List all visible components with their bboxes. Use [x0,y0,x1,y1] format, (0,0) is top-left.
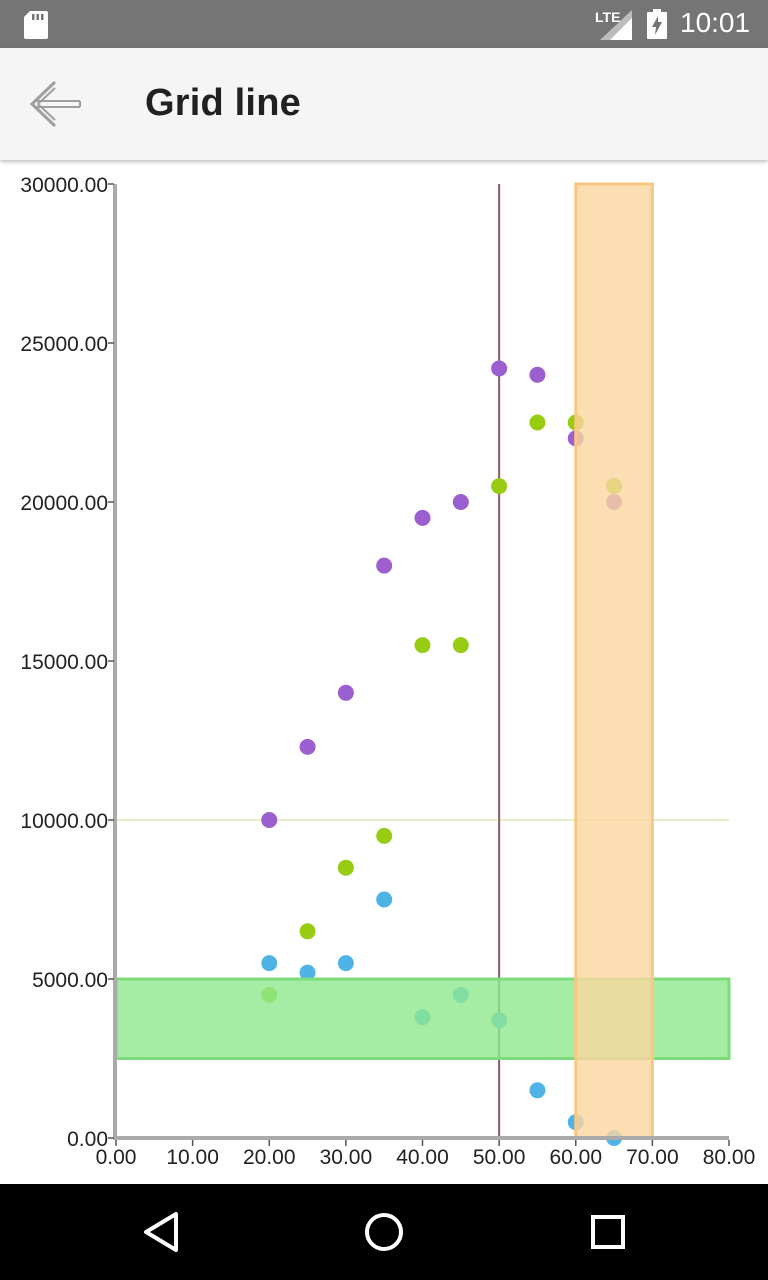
x-tick-label: 80.00 [703,1146,756,1169]
data-point-series-1-5 [452,637,469,654]
x-tick-label: 10.00 [166,1146,219,1169]
x-tick-label: 70.00 [626,1146,679,1169]
chart-container: 0.00 5000.00 10000.00 15000.00 20000.00 25000… [0,160,768,1184]
x-tick-label: 30.00 [320,1146,373,1169]
y-tick-label: 20000.00 [20,492,108,515]
data-point-series-1-6 [491,478,508,495]
recents-square-icon[interactable] [580,1204,636,1260]
network-type-label: LTE [595,9,621,25]
arrow-back-icon[interactable] [22,72,88,136]
battery-charging-icon [647,9,667,39]
x-tick-label: 20.00 [243,1146,296,1169]
x-tick-label: 0.00 [96,1146,137,1169]
navigation-bar [0,1184,768,1280]
status-bar: LTE 10:01 [0,0,768,48]
vertical-band [574,182,654,1140]
x-tick-label: 40.00 [396,1146,449,1169]
data-point-series-1-2 [337,859,354,876]
data-point-series-2-2 [337,955,354,972]
data-point-series-2-0 [261,955,278,972]
x-tick-label: 60.00 [549,1146,602,1169]
data-point-series-2-1 [299,964,316,981]
data-point-series-1-1 [299,923,316,940]
home-circle-icon[interactable] [356,1204,412,1260]
data-point-series-0-4 [414,509,431,526]
data-point-series-0-5 [452,494,469,510]
data-point-series-0-7 [529,366,546,383]
back-triangle-icon[interactable] [132,1204,188,1260]
data-point-series-1-3 [376,827,393,844]
app-bar: Grid line [0,48,768,160]
signal-icon [600,10,632,40]
data-point-series-0-0 [261,812,278,828]
data-point-series-0-1 [299,738,316,755]
scatter-chart[interactable]: 0.00 5000.00 10000.00 15000.00 20000.00 25000… [0,160,768,1184]
data-point-series-2-7 [529,1082,546,1099]
y-tick-label: 5000.00 [32,969,108,992]
y-tick-label: 10000.00 [20,810,108,833]
data-point-series-0-6 [491,360,508,377]
y-tick-label: 30000.00 [20,174,108,197]
y-tick-label: 15000.00 [20,651,108,674]
clock-time: 10:01 [680,7,751,38]
page-title: Grid line [145,82,301,124]
y-tick-label: 25000.00 [20,333,108,356]
sd-card-icon [24,11,48,39]
data-point-series-0-2 [337,684,354,701]
data-point-series-0-3 [376,557,393,574]
y-tick-label: 0.00 [67,1128,108,1151]
data-point-series-1-7 [529,414,546,431]
data-point-series-1-4 [414,637,431,654]
x-tick-label: 50.00 [473,1146,526,1169]
data-point-series-2-3 [376,891,393,908]
